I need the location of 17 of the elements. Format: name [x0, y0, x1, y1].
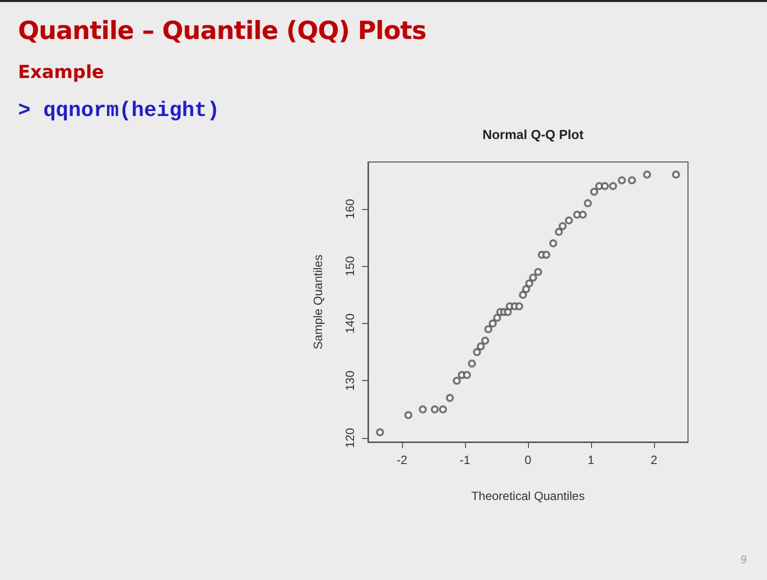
x-tick-label: -2 — [396, 453, 408, 467]
y-tick-label: 150 — [343, 256, 357, 276]
text: > qqnorm(height) — [18, 100, 220, 123]
x-tick-label: 1 — [588, 453, 595, 467]
y-tick-label: 140 — [343, 313, 357, 334]
text: Example — [18, 62, 104, 83]
y-tick-label: 130 — [343, 370, 357, 391]
chart-title: Normal Q-Q Plot — [482, 127, 584, 142]
y-axis-title: Sample Quantiles — [311, 254, 325, 350]
text: Quantile – Quantile (QQ) Plots — [18, 16, 426, 45]
x-tick-label: 0 — [524, 453, 532, 467]
y-tick-label: 160 — [343, 198, 357, 219]
text: 9 — [740, 555, 747, 566]
x-tick-label: -1 — [460, 453, 471, 467]
y-tick-label: 120 — [343, 428, 357, 448]
x-tick-label: 2 — [650, 453, 658, 467]
x-axis-title: Theoretical Quantiles — [471, 489, 585, 503]
